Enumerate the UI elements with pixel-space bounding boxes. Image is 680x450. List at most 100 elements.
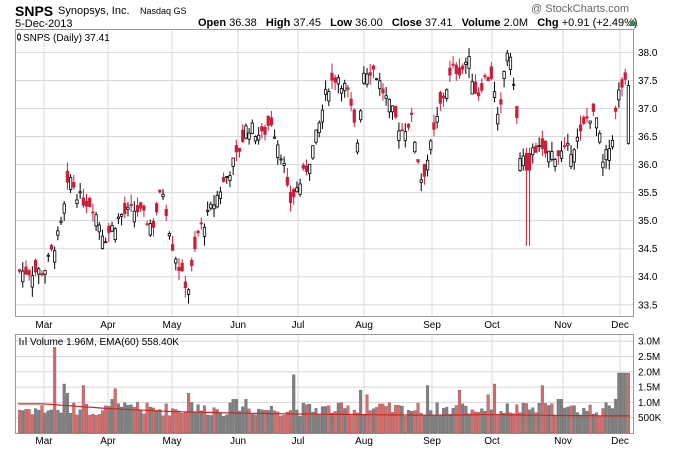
- candle-body: [145, 223, 149, 226]
- stockcharts-credit[interactable]: @ StockCharts.com: [531, 3, 629, 15]
- volume-bar: [416, 402, 420, 434]
- volume-bar: [429, 410, 433, 434]
- candle-body: [206, 209, 210, 212]
- volume-bar: [336, 402, 340, 434]
- volume-bar: [327, 405, 331, 434]
- candle-body: [362, 72, 366, 84]
- candle-body: [33, 260, 38, 273]
- low-value: 36.00: [355, 17, 383, 29]
- volume-bar: [46, 410, 50, 434]
- volume-bar: [508, 412, 512, 434]
- candle-body: [24, 266, 28, 275]
- candle-body: [470, 81, 474, 95]
- candle-body: [199, 222, 203, 225]
- candle-body: [88, 197, 92, 208]
- candle-body: [518, 158, 522, 171]
- candle-body: [492, 91, 497, 98]
- volume-bar: [196, 404, 200, 434]
- candle-body: [126, 206, 130, 210]
- candle-body: [445, 89, 449, 99]
- volume-bar: [320, 406, 324, 434]
- month-axis-bottom: Mar Apr May Jun Jul Aug Sep Oct Nov Dec: [35, 436, 629, 447]
- volume-bar: [464, 405, 468, 434]
- candle-body: [190, 260, 194, 267]
- candle-body: [467, 56, 471, 69]
- candle-body: [164, 208, 168, 216]
- candle-body: [72, 181, 76, 188]
- volume-bar: [473, 411, 477, 434]
- volume-bar: [448, 414, 452, 434]
- month-tick-label-bottom: Oct: [484, 436, 500, 447]
- price-panel-frame: [15, 29, 634, 317]
- candle-body: [422, 164, 427, 177]
- volume-bar: [496, 415, 500, 434]
- volume-bar: [62, 383, 66, 434]
- volume-bar: [601, 408, 605, 434]
- volume-bar: [206, 414, 210, 434]
- candle-body: [359, 110, 363, 121]
- candle-body: [390, 105, 395, 113]
- candle-body: [253, 136, 258, 142]
- candle-body: [177, 266, 181, 271]
- price-tick-label: 37.5: [638, 76, 658, 87]
- volume-bar: [234, 399, 238, 434]
- volume-bar: [81, 385, 85, 434]
- volume-bar: [308, 404, 312, 434]
- volume-bar: [467, 413, 471, 434]
- volume-bar: [107, 406, 111, 434]
- volume-bar: [123, 402, 127, 434]
- candle-body: [234, 145, 238, 153]
- candle-body: [531, 147, 535, 156]
- volume-bar: [56, 409, 60, 434]
- candle-body: [209, 203, 213, 209]
- candle-body: [180, 262, 184, 272]
- volume-bar: [566, 406, 570, 434]
- volume-bar: [403, 415, 407, 434]
- volume-bar: [387, 402, 391, 434]
- volume-bar: [187, 393, 191, 434]
- volume-y-axis: 500K 1.0M 1.5M 2.0M 2.5M 3.0M: [638, 337, 662, 425]
- candle-body: [292, 188, 296, 198]
- candle-body: [512, 83, 516, 86]
- price-candles: [17, 48, 631, 304]
- candle-body: [119, 213, 124, 217]
- volume-bar: [253, 414, 257, 434]
- candle-body: [155, 203, 159, 213]
- volume-bar: [120, 406, 124, 434]
- volume-bar: [432, 414, 436, 434]
- month-tick-label: Apr: [100, 320, 116, 331]
- volume-bar: [145, 402, 149, 434]
- candle-body: [550, 151, 554, 160]
- candle-body: [62, 203, 66, 214]
- candle-body: [193, 236, 197, 250]
- volume-bar: [269, 405, 273, 434]
- volume-bar: [575, 412, 579, 434]
- candle-body: [174, 258, 178, 264]
- volume-bar: [623, 372, 627, 434]
- volume-label: Volume: [461, 17, 501, 29]
- candle-body: [588, 120, 592, 124]
- volume-bar: [155, 410, 159, 434]
- candle-body: [221, 177, 226, 182]
- volume-bar: [311, 411, 315, 434]
- candle-body: [250, 122, 254, 134]
- company-name: Synopsys, Inc.: [58, 5, 130, 17]
- volume-bar: [528, 409, 532, 434]
- candle-body: [346, 87, 350, 90]
- candle-body: [158, 189, 162, 193]
- volume-tick-label: 500K: [638, 413, 662, 424]
- volume-bar: [544, 403, 548, 434]
- volume-bar: [126, 405, 130, 434]
- candle-body: [387, 98, 391, 113]
- volume-bar: [582, 407, 586, 434]
- candle-body: [104, 241, 108, 244]
- candle-body: [91, 211, 95, 214]
- volume-bar: [413, 410, 417, 434]
- open-label: Open: [198, 17, 227, 29]
- volume-bar: [483, 410, 487, 434]
- month-tick-label: Jul: [292, 320, 305, 331]
- volume-bar: [94, 415, 98, 434]
- volume-bar: [18, 409, 22, 434]
- candle-body: [419, 179, 423, 183]
